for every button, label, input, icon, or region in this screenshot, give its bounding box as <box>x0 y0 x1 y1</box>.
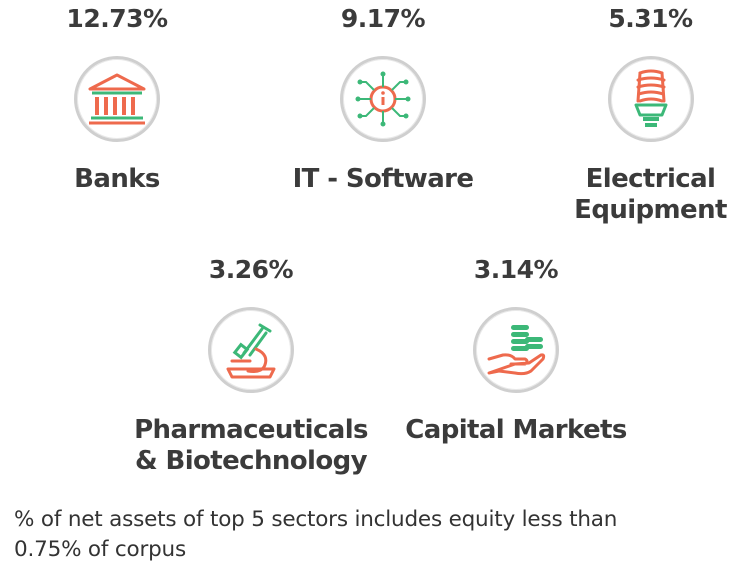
icon-circle <box>74 56 160 142</box>
footnote-line: % of net assets of top 5 sectors include… <box>14 507 618 532</box>
icon-circle <box>208 307 294 393</box>
sector-percentage: 12.73% <box>66 4 168 33</box>
sector-label-line: Pharmaceuticals <box>134 415 368 445</box>
sector-percentage: 9.17% <box>340 4 426 33</box>
icon-circle <box>607 56 694 142</box>
hand-coins-icon <box>487 325 546 376</box>
sector-percentage: 3.14% <box>473 255 559 284</box>
sector-label: IT - Software <box>283 164 483 195</box>
bank-building-icon <box>88 73 146 125</box>
icon-circle <box>340 56 426 142</box>
sector-pharmaceuticals-biotechnology: 3.26% Pharmaceuticals & Biotechnology <box>131 255 371 477</box>
sector-it-software: 9.17% IT - Software <box>283 4 483 195</box>
sector-label-line: Equipment <box>574 195 727 225</box>
sector-capital-markets: 3.14% Capital Markets <box>401 255 631 446</box>
sector-label-line: Capital Markets <box>405 415 627 445</box>
microscope-icon <box>226 323 276 379</box>
sector-percentage: 3.26% <box>208 255 294 284</box>
sector-label: Electrical Equipment <box>573 164 728 226</box>
sector-label: Pharmaceuticals & Biotechnology <box>131 415 371 477</box>
sector-label: Capital Markets <box>401 415 631 446</box>
cfl-bulb-icon <box>634 69 667 127</box>
sector-label-line: & Biotechnology <box>134 446 368 476</box>
sector-label-line: IT - Software <box>292 164 474 194</box>
footnote-line: 0.75% of corpus <box>14 537 186 562</box>
sector-label-line: Electrical <box>585 164 716 194</box>
sector-percentage: 5.31% <box>608 4 693 33</box>
sector-electrical-equipment: 5.31% Electrical Equipment <box>573 4 728 226</box>
icon-circle <box>473 307 559 393</box>
sector-label-line: Banks <box>74 164 160 194</box>
sector-label: Banks <box>42 164 192 195</box>
sector-banks: 12.73% Banks <box>42 4 192 195</box>
circuit-info-icon <box>355 71 411 127</box>
footnote: % of net assets of top 5 sectors include… <box>14 505 744 565</box>
